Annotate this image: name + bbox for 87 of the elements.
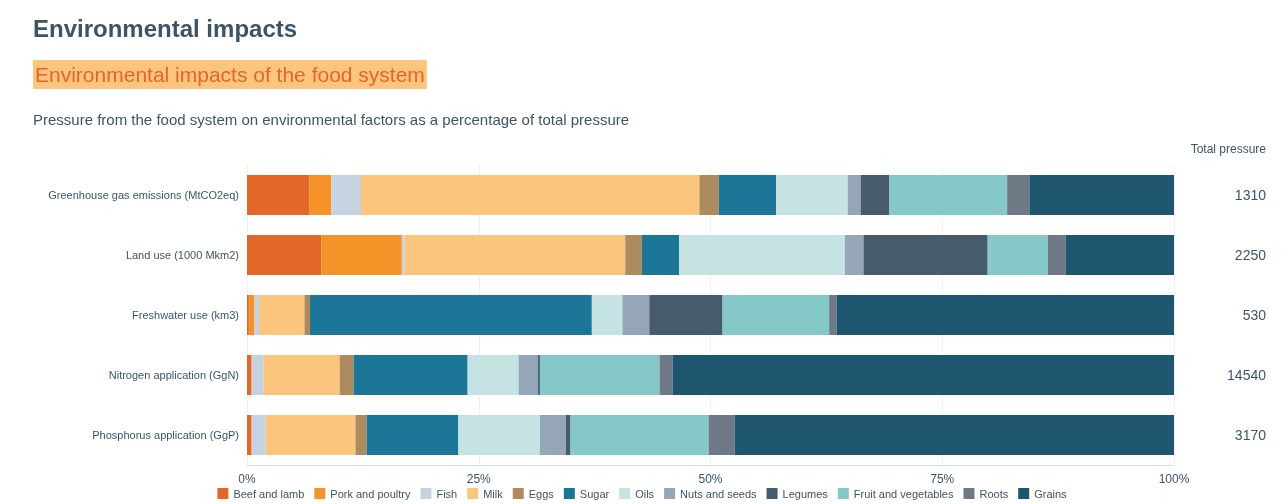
y-tick-label: Greenhouse gas emissions (MtCO2eq) <box>48 189 239 201</box>
bar <box>518 355 539 395</box>
bar <box>1007 175 1030 215</box>
bar <box>863 235 988 275</box>
legend-label: Eggs <box>528 487 555 500</box>
chart-title: Environmental impacts <box>33 14 298 42</box>
text: Pressure from the food system on environmental factors as a percentage of total pressure <box>33 111 630 128</box>
legend-label: Grains <box>1034 487 1068 500</box>
bar <box>539 355 660 395</box>
bar <box>987 235 1048 275</box>
bar <box>247 235 322 275</box>
bar <box>247 355 252 395</box>
bar <box>251 415 266 455</box>
bar <box>734 415 1174 455</box>
bar <box>539 415 566 455</box>
text: 14540 <box>1227 367 1267 383</box>
bar <box>672 355 1174 395</box>
bar <box>331 175 362 215</box>
legend-label: Milk <box>483 487 504 500</box>
y-tick-label: Phosphorus application (GgP) <box>92 429 239 441</box>
bar <box>625 235 642 275</box>
bar <box>361 175 700 215</box>
bar <box>321 235 402 275</box>
legend-label: Sugar <box>579 487 610 500</box>
bar <box>829 295 837 335</box>
legend-label: Legumes <box>782 487 829 500</box>
bar <box>659 355 673 395</box>
bar <box>641 235 679 275</box>
bar <box>353 355 468 395</box>
legend-label: Oils <box>635 487 655 500</box>
text: 2250 <box>1234 247 1267 263</box>
text: 530 <box>1242 307 1267 323</box>
bar <box>259 295 305 335</box>
bar <box>304 295 311 335</box>
legend-label: Fish <box>436 487 458 500</box>
bar <box>889 175 1008 215</box>
bar <box>836 295 1174 335</box>
legend-label: Nuts and seeds <box>680 487 758 500</box>
bar <box>570 415 709 455</box>
bar <box>844 235 864 275</box>
x-tick-label: 50% <box>698 472 723 486</box>
legend-label: Pork and poultry <box>330 487 411 500</box>
bar <box>622 295 650 335</box>
legend-label: Roots <box>979 487 1009 500</box>
bar <box>263 355 340 395</box>
bar <box>1065 235 1174 275</box>
x-tick-label: 0% <box>238 472 256 486</box>
text: 3170 <box>1234 427 1267 443</box>
bar <box>467 355 519 395</box>
bar <box>309 175 332 215</box>
bar <box>678 235 845 275</box>
bar <box>708 415 735 455</box>
bar <box>722 295 830 335</box>
bar <box>591 295 623 335</box>
bar <box>1029 175 1174 215</box>
bar <box>860 175 890 215</box>
text: Total pressure <box>1190 142 1267 156</box>
y-tick-label: Freshwater use (km3) <box>132 309 239 321</box>
bar <box>404 235 626 275</box>
legend-label: Beef and lamb <box>233 487 305 500</box>
bar <box>649 295 723 335</box>
bar <box>718 175 777 215</box>
bar <box>366 415 459 455</box>
bar <box>699 175 719 215</box>
x-tick-label: 100% <box>1158 472 1190 486</box>
text: 1310 <box>1234 187 1267 203</box>
bar <box>254 295 260 335</box>
bar <box>247 415 252 455</box>
bar <box>251 355 264 395</box>
legend-label: Fruit and vegetables <box>853 487 954 500</box>
x-tick-label: 75% <box>930 472 955 486</box>
bar <box>339 355 354 395</box>
bar <box>248 295 255 335</box>
bar <box>565 415 571 455</box>
bar <box>401 235 405 275</box>
bar <box>776 175 848 215</box>
bar <box>847 175 861 215</box>
bar <box>458 415 540 455</box>
y-tick-label: Nitrogen application (GgN) <box>108 369 239 381</box>
bar <box>355 415 367 455</box>
bar <box>265 415 356 455</box>
y-tick-label: Land use (1000 Mkm2) <box>125 249 239 261</box>
bar <box>310 295 592 335</box>
bar <box>247 175 310 215</box>
chart-subtitle: Environmental impacts of the food system <box>35 63 425 86</box>
x-tick-label: 25% <box>466 472 492 486</box>
bar <box>1047 235 1066 275</box>
